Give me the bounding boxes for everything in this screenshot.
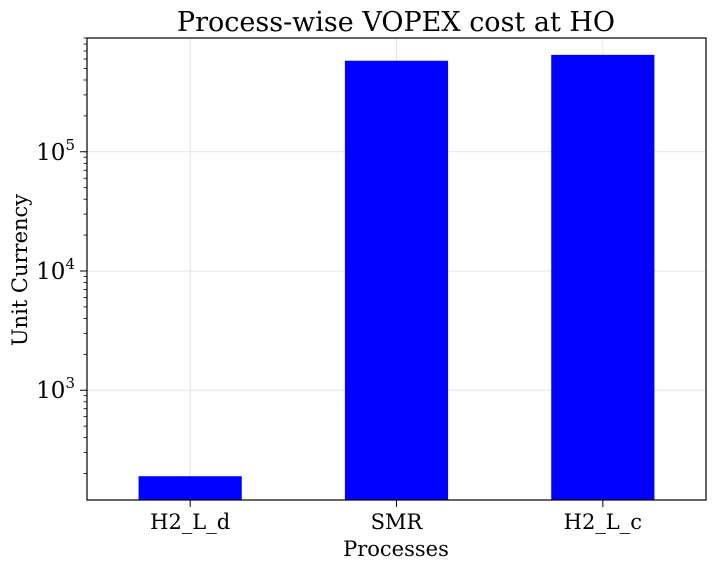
x-axis-label: Processes	[343, 537, 449, 561]
chart-title: Process-wise VOPEX cost at HO	[177, 7, 615, 38]
bar-h2-l-d	[138, 476, 242, 500]
y-axis-label: Unit Currency	[8, 194, 32, 346]
y-axis-ticks: 103 104 105	[36, 37, 87, 474]
x-tick-label: H2_L_c	[564, 510, 642, 534]
x-axis-ticks: H2_L_d SMR H2_L_c	[150, 500, 642, 534]
bars	[138, 54, 655, 500]
bar-smr	[344, 60, 449, 500]
bar-h2-l-c	[551, 54, 655, 500]
x-tick-label: SMR	[371, 510, 424, 534]
x-tick-label: H2_L_d	[150, 510, 230, 534]
y-tick-label: 103	[36, 374, 75, 404]
y-tick-label: 104	[36, 255, 75, 285]
y-tick-label: 105	[36, 136, 75, 166]
